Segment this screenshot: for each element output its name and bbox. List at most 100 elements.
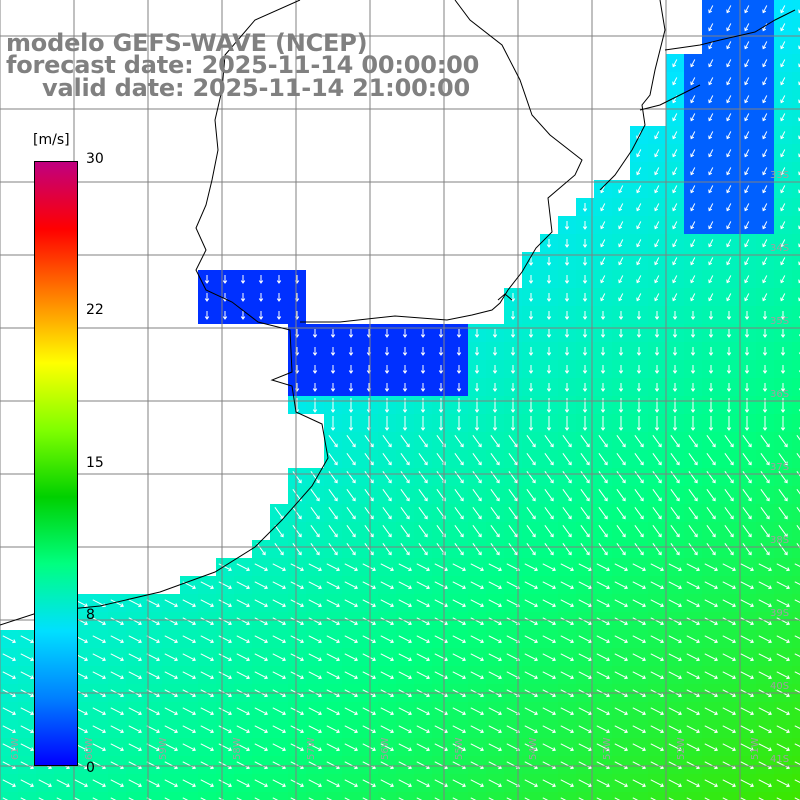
wind-arrow	[308, 707, 322, 715]
wind-arrow	[254, 599, 268, 607]
wind-arrow-head	[420, 370, 426, 374]
wind-arrow	[344, 761, 358, 769]
wind-arrow	[254, 635, 268, 643]
wind-arrow-head	[726, 261, 731, 266]
wind-arrow-head	[316, 533, 320, 538]
field-cell	[792, 252, 800, 270]
wind-arrow	[668, 563, 682, 571]
wind-arrow-head	[708, 370, 714, 374]
wind-arrow	[704, 653, 718, 661]
wind-arrow-head	[678, 747, 682, 752]
wind-arrow	[506, 653, 520, 661]
wind-arrow-head	[696, 693, 700, 698]
wind-arrow-head	[744, 316, 750, 320]
wind-arrow	[146, 653, 160, 661]
model-title: modelo GEFS-WAVE (NCEP)	[6, 29, 368, 57]
wind-arrow-head	[582, 427, 588, 431]
wind-arrow-head	[300, 783, 304, 788]
wind-arrow	[164, 653, 178, 661]
wind-arrow	[794, 563, 800, 568]
wind-arrow	[654, 275, 660, 283]
wind-arrow-head	[30, 657, 34, 662]
wind-arrow-head	[298, 533, 302, 538]
wind-arrow-head	[552, 711, 556, 716]
wind-arrow-head	[462, 783, 466, 788]
wind-arrow-head	[312, 370, 318, 374]
wind-arrow	[128, 797, 135, 800]
wind-arrow	[618, 185, 624, 193]
wind-arrow-head	[300, 711, 304, 716]
field-cell	[504, 792, 522, 800]
wind-arrow-head	[762, 279, 767, 284]
wind-arrow-head	[12, 657, 16, 662]
wind-arrow	[2, 635, 16, 643]
wind-arrow	[794, 653, 800, 658]
wind-arrow-head	[672, 334, 678, 338]
wind-arrow-head	[84, 657, 88, 662]
wind-arrow	[778, 489, 788, 501]
wind-arrow	[290, 797, 297, 800]
wind-arrow	[218, 671, 232, 679]
wind-arrow	[650, 761, 664, 769]
wind-arrows	[2, 5, 800, 800]
wind-arrow	[452, 653, 466, 661]
wind-arrow	[672, 77, 678, 85]
wind-arrow	[562, 453, 572, 465]
wind-arrow	[760, 471, 770, 483]
wind-arrow-head	[138, 747, 142, 752]
wind-arrow-head	[480, 639, 484, 644]
field-cell	[792, 648, 800, 666]
wind-arrow	[690, 167, 696, 175]
wind-arrow	[740, 599, 754, 607]
wind-arrow	[254, 797, 261, 800]
wind-arrow-head	[678, 567, 682, 572]
wind-arrow-head	[316, 497, 320, 502]
field-cell	[792, 774, 800, 792]
wind-arrow-head	[532, 461, 536, 466]
wind-arrow	[688, 489, 698, 501]
wind-arrow	[308, 725, 322, 733]
wind-arrow	[506, 743, 520, 751]
wind-arrow	[418, 489, 428, 501]
wind-arrow-head	[138, 621, 142, 626]
wind-arrow-head	[138, 675, 142, 680]
wind-arrow-head	[534, 783, 538, 788]
wind-arrow-head	[354, 711, 358, 716]
wind-arrow-head	[334, 479, 338, 484]
wind-arrow	[164, 707, 178, 715]
wind-arrow-head	[726, 243, 731, 248]
field-cell	[792, 594, 800, 612]
wind-arrow	[632, 581, 646, 589]
wind-arrow-head	[654, 352, 660, 356]
wind-arrow	[524, 725, 538, 733]
wind-arrow	[218, 599, 232, 607]
wind-arrow-head	[546, 388, 552, 392]
wind-arrow-head	[408, 585, 412, 590]
wind-arrow-head	[336, 783, 340, 788]
wind-arrow	[364, 489, 374, 501]
wind-arrow-head	[712, 479, 716, 484]
wind-arrow	[578, 581, 592, 589]
wind-arrow	[434, 617, 448, 625]
wind-arrow-head	[156, 639, 160, 644]
wind-arrow-head	[298, 479, 302, 484]
wind-arrow-head	[552, 657, 556, 662]
wind-arrow-head	[636, 409, 642, 413]
wind-arrow-head	[492, 388, 498, 392]
wind-arrow-head	[390, 621, 394, 626]
wind-arrow	[708, 41, 714, 49]
wind-arrow	[2, 725, 16, 733]
wind-arrow-head	[696, 567, 700, 572]
wind-arrow	[452, 797, 459, 800]
wind-arrow	[416, 797, 423, 800]
wind-arrow	[650, 617, 664, 625]
wind-arrow-head	[334, 515, 338, 520]
field-cell	[792, 612, 800, 630]
wind-arrow	[380, 635, 394, 643]
wind-arrow-head	[712, 515, 716, 520]
wind-arrow	[614, 599, 628, 607]
wind-arrow	[506, 635, 520, 643]
wind-arrow-head	[354, 747, 358, 752]
